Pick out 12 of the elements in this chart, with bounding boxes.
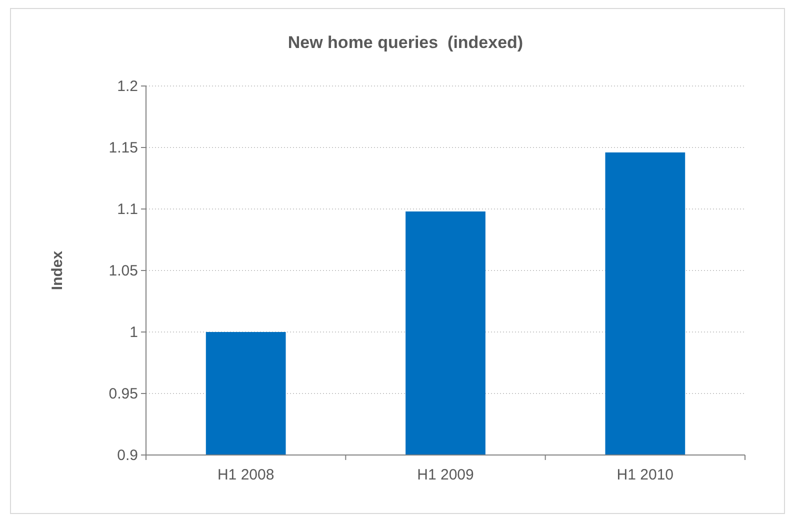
y-tick-label: 0.95 [108, 385, 138, 402]
y-tick-label: 1 [130, 324, 138, 341]
y-tick-label: 1.05 [108, 262, 138, 280]
x-tick-label: H1 2008 [217, 466, 274, 484]
y-tick-label: 1.15 [108, 139, 138, 156]
y-tick-label: 1.1 [117, 200, 138, 218]
y-tick-label: 1.2 [117, 78, 138, 95]
x-tick-label: H1 2009 [417, 466, 474, 484]
y-tick-label: 0.9 [117, 446, 138, 464]
y-axis-title: Index [49, 250, 66, 290]
chart-title: New home queries (indexed) [288, 33, 524, 52]
x-tick-label: H1 2010 [616, 466, 674, 484]
